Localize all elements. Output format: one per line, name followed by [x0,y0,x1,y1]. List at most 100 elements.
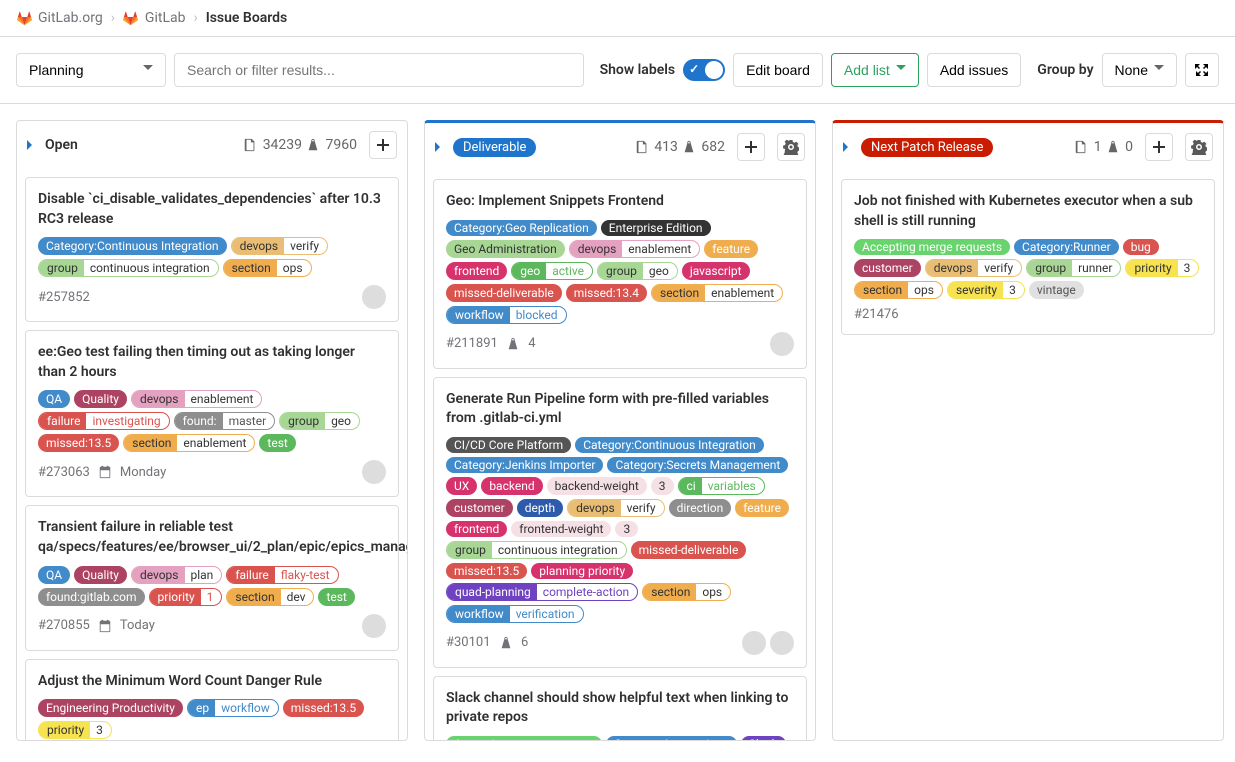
label[interactable]: groupcontinuous integration [38,259,219,277]
label[interactable]: groupgeo [279,412,360,430]
label[interactable]: missed:13.5 [38,434,119,452]
label[interactable]: Category:Continuous Integration [38,237,227,255]
label[interactable]: groupcontinuous integration [446,541,627,559]
label[interactable]: customer [854,259,921,277]
label[interactable]: frontend-weight [511,521,611,537]
label[interactable]: CI/CD Core Platform [446,437,571,453]
label[interactable]: sectionenablement [123,434,255,452]
label[interactable]: vintage [1029,281,1084,299]
collapse-icon[interactable] [843,142,853,152]
label[interactable]: quad-planningcomplete-action [446,583,638,601]
group-by-selector[interactable]: None [1102,53,1177,87]
label[interactable]: frontend [446,521,507,537]
label[interactable]: found:gitlab.com [38,588,145,606]
board-selector[interactable]: Planning [16,53,166,87]
avatar[interactable] [770,631,794,655]
label[interactable]: 3 [615,521,638,537]
label[interactable]: Accepting merge requests [446,736,602,740]
label[interactable]: missed:13.5 [283,699,364,717]
label[interactable]: missed-deliverable [446,284,562,302]
add-list-button[interactable]: Add list [831,53,919,87]
label[interactable]: Category:Geo Replication [446,220,597,236]
label[interactable]: found:master [174,412,276,430]
label[interactable]: sectionops [642,583,731,601]
label[interactable]: Category:Jenkins Importer [446,457,603,473]
label[interactable]: Quality [74,566,127,584]
add-issues-button[interactable]: Add issues [927,53,1021,87]
label[interactable]: planning priority [531,563,633,579]
label[interactable]: Category:Continuous Integration [575,437,764,453]
focus-mode-button[interactable] [1185,53,1219,87]
label[interactable]: Category:Integrations [606,736,737,740]
label[interactable]: frontend [446,262,507,280]
label[interactable]: devopsverify [231,237,329,255]
avatar[interactable] [362,285,386,309]
label[interactable]: sectionenablement [651,284,783,302]
label[interactable]: devopsenablement [131,390,263,408]
label[interactable]: workflowverification [446,605,584,623]
label[interactable]: feature [704,240,758,258]
collapse-icon[interactable] [435,142,445,152]
column-settings-button[interactable] [1185,133,1213,161]
label[interactable]: 3 [651,477,674,495]
label[interactable]: backend-weight [547,477,647,495]
label[interactable]: devopsplan [131,566,222,584]
edit-board-button[interactable]: Edit board [733,53,823,87]
label[interactable]: Category:Runner [1014,239,1119,255]
add-card-button[interactable] [737,133,765,161]
label[interactable]: QA [38,566,70,584]
issue-card[interactable]: Adjust the Minimum Word Count Danger Rul… [25,659,399,740]
label[interactable]: failureflaky-test [226,566,338,584]
label[interactable]: sectionops [854,281,943,299]
label[interactable]: workflowblocked [446,306,567,324]
label[interactable]: direction [669,499,732,517]
label[interactable]: UX [446,477,477,495]
label[interactable]: Category:Secrets Management [607,457,788,473]
label[interactable]: Slack [741,736,786,740]
label[interactable]: sectionops [223,259,312,277]
avatar[interactable] [770,332,794,356]
label[interactable]: grouprunner [1026,259,1121,277]
avatar[interactable] [362,460,386,484]
issue-card[interactable]: Slack channel should show helpful text w… [433,676,807,740]
issue-card[interactable]: Generate Run Pipeline form with pre-fill… [433,377,807,668]
label[interactable]: Quality [74,390,127,408]
label[interactable]: depth [517,499,563,517]
label[interactable]: bug [1123,239,1159,255]
label[interactable]: Engineering Productivity [38,699,183,717]
breadcrumb-item[interactable]: GitLab.org [16,10,103,26]
label[interactable]: severity3 [947,281,1025,299]
label[interactable]: QA [38,390,70,408]
label[interactable]: failureinvestigating [38,412,170,430]
issue-card[interactable]: Geo: Implement Snippets Frontend Categor… [433,179,807,369]
add-card-button[interactable] [1145,133,1173,161]
breadcrumb-item[interactable]: GitLab [123,10,186,26]
label[interactable]: epworkflow [187,699,279,717]
label[interactable]: groupgeo [597,262,678,280]
label[interactable]: feature [735,499,789,517]
avatar[interactable] [742,631,766,655]
label[interactable]: priority3 [1125,259,1199,277]
label[interactable]: Geo Administration [446,240,565,258]
label[interactable]: Accepting merge requests [854,239,1010,255]
label[interactable]: priority3 [38,721,112,739]
label[interactable]: devopsverify [567,499,665,517]
label[interactable]: geoactive [511,262,593,280]
label[interactable]: missed:13.4 [566,284,647,302]
issue-card[interactable]: Disable `ci_disable_validates_dependenci… [25,177,399,322]
label[interactable]: sectiondev [226,588,314,606]
add-card-button[interactable] [369,131,397,159]
label[interactable]: devopsenablement [569,240,701,258]
label[interactable]: Enterprise Edition [601,220,711,236]
collapse-icon[interactable] [27,140,37,150]
label[interactable]: missed-deliverable [631,541,747,559]
issue-card[interactable]: Job not finished with Kubernetes executo… [841,179,1215,335]
label[interactable]: missed:13.5 [446,563,527,579]
label[interactable]: civariables [678,477,765,495]
label[interactable]: test [318,588,354,606]
column-settings-button[interactable] [777,133,805,161]
label[interactable]: javascript [682,262,750,280]
issue-card[interactable]: ee:Geo test failing then timing out as t… [25,330,399,497]
label[interactable]: devopsverify [925,259,1023,277]
label[interactable]: customer [446,499,513,517]
